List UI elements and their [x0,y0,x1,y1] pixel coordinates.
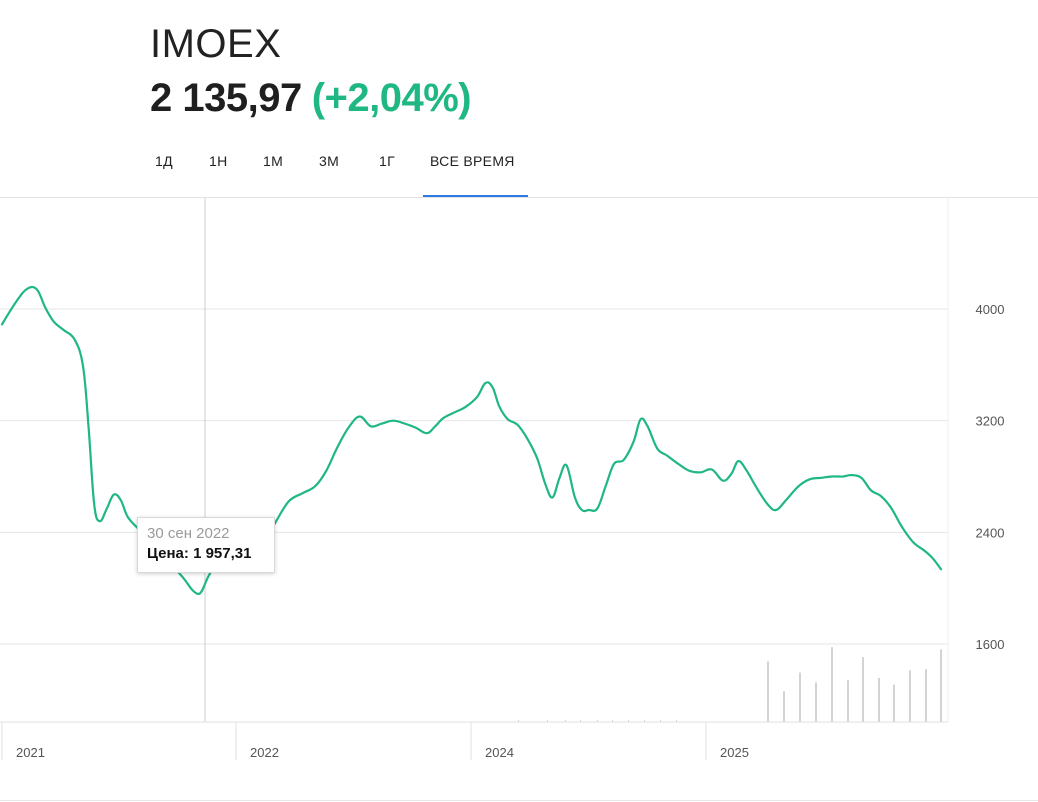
volume-tick [676,720,677,722]
x-tick-label: 2025 [720,745,749,760]
tab-3m[interactable]: 3М [319,153,340,169]
tab-all-time[interactable]: ВСЕ ВРЕМЯ [430,153,515,169]
header: IMOEX 2 135,97 (+2,04%) [150,18,472,124]
volume-bar [878,678,880,722]
volume-bar [767,661,769,722]
y-tick-label: 3200 [976,414,1005,429]
ticker-symbol: IMOEX [150,22,282,66]
volume-tick [644,720,645,722]
volume-bar [862,657,864,722]
volume-layer [518,647,942,722]
volume-bar [815,682,817,722]
volume-bar [799,672,801,722]
chart-top-divider [0,197,1038,198]
y-tick-label: 2400 [976,525,1005,540]
tooltip-date: 30 сен 2022 [147,525,230,542]
x-tick-label: 2021 [16,745,45,760]
volume-tick [580,720,581,722]
axis-layer: 4000 3200 2400 1600 2021 2022 2024 2025 [0,198,1004,760]
volume-tick [565,720,566,722]
tooltip-price-label: Цена: [147,545,189,562]
tab-1y[interactable]: 1Г [379,153,395,169]
grid-layer [0,308,948,645]
tooltip-price-value: 1 957,31 [193,545,252,562]
volume-tick [597,720,598,722]
tab-1m[interactable]: 1М [263,153,284,169]
volume-bar [847,680,849,722]
price-chart[interactable]: 4000 3200 2400 1600 2021 2022 2024 2025 [0,198,1038,760]
x-tick-label: 2024 [485,745,514,760]
current-price: 2 135,97 [150,76,302,120]
volume-bar [831,647,833,722]
volume-tick [547,720,548,722]
price-tooltip: 30 сен 2022 Цена: 1 957,31 [137,517,275,573]
volume-tick [628,720,629,722]
period-tabs: 1Д 1Н 1М 3М 1Г ВСЕ ВРЕМЯ [0,140,1038,198]
volume-tick [518,720,519,722]
volume-tick [612,720,613,722]
volume-bar [783,691,785,722]
tab-1d[interactable]: 1Д [155,153,173,169]
active-tab-indicator [423,195,528,198]
page-bottom-divider [0,800,1038,801]
y-tick-label: 1600 [976,637,1005,652]
x-tick-label: 2022 [250,745,279,760]
volume-bar [940,649,942,722]
price-row: 2 135,97 (+2,04%) [150,72,472,124]
tab-1w[interactable]: 1Н [209,153,228,169]
tooltip-price: Цена: 1 957,31 [147,544,265,564]
volume-tick [660,720,661,722]
volume-bar [893,684,895,722]
volume-bar [909,670,911,722]
volume-bar [925,669,927,722]
y-tick-label: 4000 [976,302,1005,317]
price-change: (+2,04%) [311,76,472,120]
